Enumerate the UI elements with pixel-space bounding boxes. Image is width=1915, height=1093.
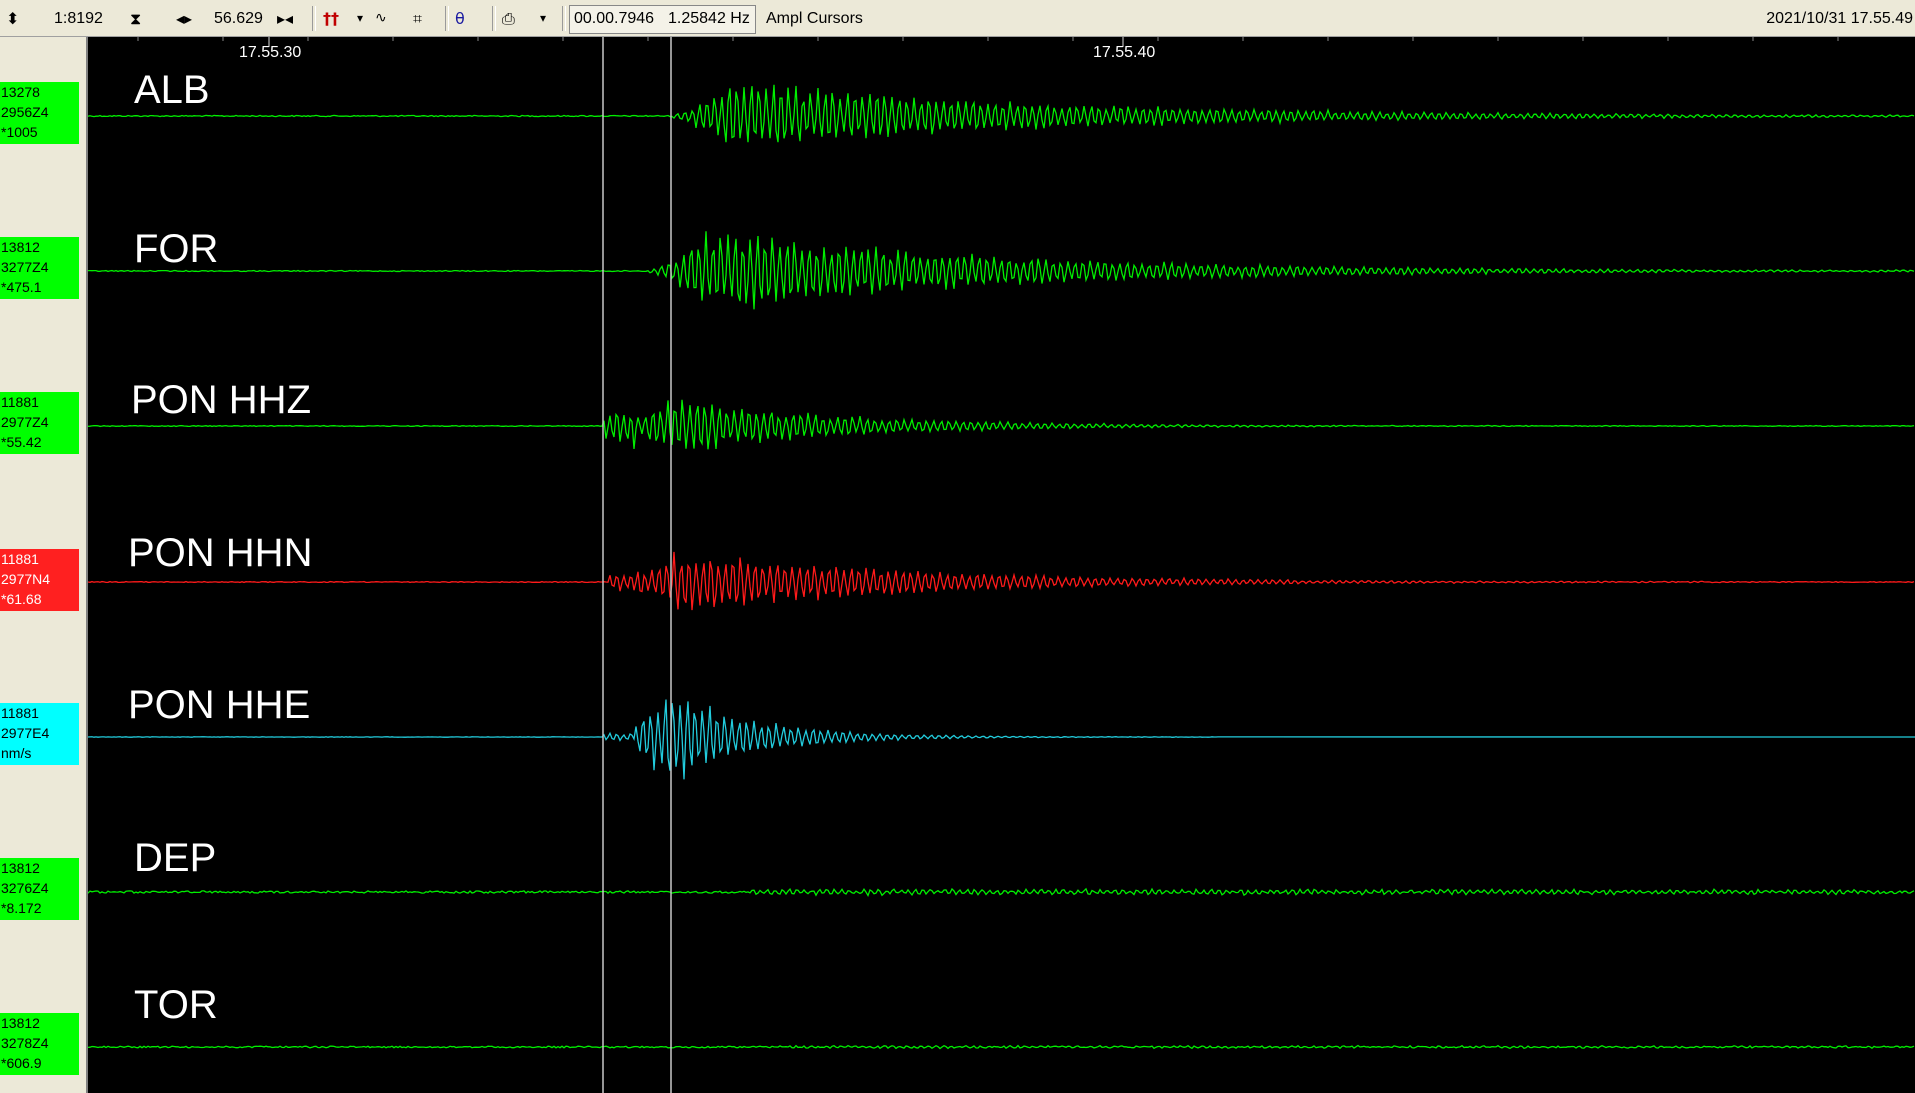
updown-arrows-icon[interactable]: ⬍ (6, 9, 20, 28)
dropdown-arrow-icon[interactable]: ▾ (357, 11, 364, 25)
dropdown-arrow-icon[interactable]: ▾ (540, 11, 547, 25)
channel-badge-line3: *606.9 (1, 1055, 42, 1071)
channel-badge[interactable]: 13812 3278Z4 *606.9 (0, 1013, 79, 1075)
trace-pon-hhz[interactable] (88, 399, 1915, 450)
channel-badge-line1: 13278 (1, 84, 40, 100)
channel-badge-line1: 13812 (1, 1015, 40, 1031)
channel-badge-line3: *475.1 (1, 279, 42, 295)
filter-icon[interactable]: θ (455, 9, 465, 28)
toolbar-separator (445, 6, 449, 31)
waveform-icon[interactable]: ∿ (375, 10, 387, 26)
toolbar-separator (492, 6, 496, 31)
left-right-arrows-icon[interactable]: ◂▸ (176, 9, 193, 28)
channel-badge-line2: 3277Z4 (1, 259, 49, 275)
pick-tool-icon[interactable]: †† (323, 9, 339, 28)
channel-badge-line1: 11881 (1, 394, 39, 410)
channel-badge-line3: *55.42 (1, 434, 42, 450)
channel-badge-line3: *1005 (1, 124, 38, 140)
station-label: PON HHZ (131, 378, 311, 422)
time-span-label: 56.629 (214, 10, 263, 27)
channel-sidebar: 13278 2956Z4 *1005 13812 3277Z4 *475.1 11881 29… (0, 37, 88, 1093)
station-label: DEP (134, 836, 217, 880)
channel-badge[interactable]: 13812 3277Z4 *475.1 (0, 237, 79, 299)
channel-badge-line2: 2956Z4 (1, 104, 49, 120)
station-label: TOR (134, 983, 218, 1027)
toolbar: ⬍ 1:8192 ⧗ ◂▸ 56.629 ▸◂ †† ▾ ∿ ⌗ θ ⎙ ▾ 0… (0, 0, 1915, 37)
trace-for[interactable] (88, 231, 1915, 310)
channel-badge-line3: *61.68 (1, 591, 42, 607)
channel-badge[interactable]: 13812 3276Z4 *8.172 (0, 858, 79, 920)
collapse-arrows-icon[interactable]: ▸◂ (277, 9, 294, 28)
channel-badge-line2: 3276Z4 (1, 880, 49, 896)
channel-badge-line2: 2977N4 (1, 571, 51, 587)
seismogram-plot[interactable]: 17.55.30 17.55.40 ALB FOR PON HHZ PON HHN PON … (88, 37, 1915, 1093)
time-tick-label: 17.55.30 (239, 44, 302, 61)
datetime-label: 2021/10/31 17.55.49 (1766, 10, 1913, 27)
cursor-mode-label: Ampl Cursors (766, 10, 863, 27)
trace-pon-hhe[interactable] (88, 699, 1915, 780)
cursor-readout-box (569, 5, 756, 34)
channel-badge[interactable]: 11881 2977N4 *61.68 (0, 549, 79, 611)
hourglass-icon[interactable]: ⧗ (130, 9, 142, 28)
printer-icon[interactable]: ⎙ (502, 9, 515, 28)
cursor-frequency-readout: 1.25842 Hz (668, 10, 750, 27)
channel-badge-line2: 2977E4 (1, 725, 50, 741)
trace-pon-hhn[interactable] (88, 551, 1915, 611)
toolbar-separator (562, 6, 566, 31)
channel-badge[interactable]: 11881 2977E4 nm/s (0, 703, 79, 765)
waveform-canvas[interactable] (88, 37, 1915, 1093)
time-tick-label: 17.55.40 (1093, 44, 1156, 61)
toolbar-separator (312, 6, 316, 31)
zoom-ratio-label: 1:8192 (54, 10, 103, 27)
station-label: PON HHN (128, 531, 313, 575)
channel-badge-line1: 11881 (1, 705, 39, 721)
channel-badge[interactable]: 11881 2977Z4 *55.42 (0, 392, 79, 454)
channel-badge[interactable]: 13278 2956Z4 *1005 (0, 82, 79, 144)
trace-dep[interactable] (88, 887, 1915, 898)
trace-alb[interactable] (88, 84, 1915, 143)
channel-badge-line2: 2977Z4 (1, 414, 49, 430)
channel-badge-line1: 11881 (1, 551, 39, 567)
station-label: FOR (134, 227, 219, 271)
channel-badge-line1: 13812 (1, 860, 40, 876)
channel-badge-line1: 13812 (1, 239, 40, 255)
channel-badge-line3: nm/s (1, 745, 32, 761)
station-label: ALB (134, 68, 210, 112)
channel-badge-line3: *8.172 (1, 900, 42, 916)
station-label: PON HHE (128, 683, 311, 727)
cursor-time-readout: 00.00.7946 (574, 10, 655, 27)
frame-icon[interactable]: ⌗ (413, 9, 423, 28)
trace-tor[interactable] (88, 1044, 1915, 1050)
channel-badge-line2: 3278Z4 (1, 1035, 49, 1051)
